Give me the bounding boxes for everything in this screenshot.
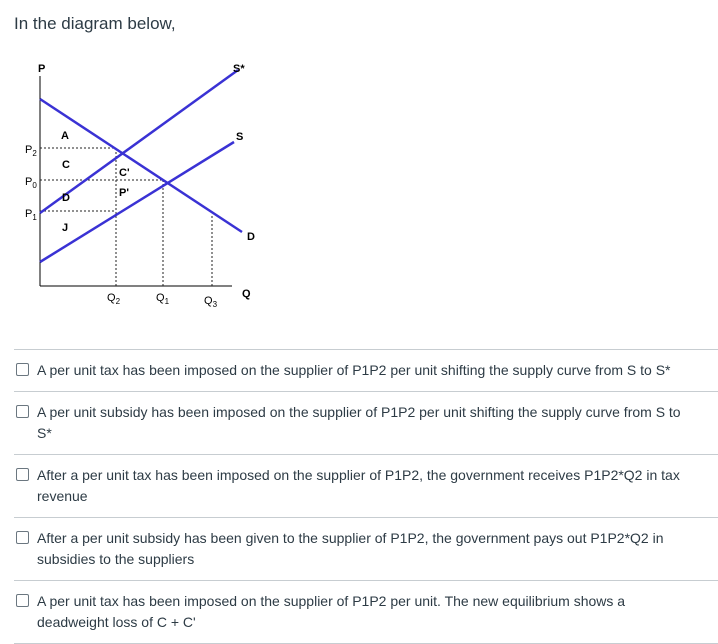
checkbox[interactable] <box>16 363 29 376</box>
answer-option[interactable]: A per unit tax has been imposed on the s… <box>14 580 718 644</box>
supply-demand-diagram: P S* S D Q A C D J C' P' P2 P0 P1 Q2 Q1 … <box>25 63 255 309</box>
q2-label: Q2 <box>107 292 121 306</box>
p2-label: P2 <box>25 144 37 158</box>
option-text: After a per unit subsidy has been given … <box>37 530 664 567</box>
checkbox[interactable] <box>16 531 29 544</box>
area-c-label: C <box>62 159 70 171</box>
option-text: After a per unit tax has been imposed on… <box>37 467 680 504</box>
price-axis-label: P <box>38 63 45 75</box>
question-page: In the diagram below, P S* S D Q A C D <box>14 14 718 644</box>
area-d-label: D <box>62 192 70 204</box>
q3-label: Q3 <box>204 295 218 309</box>
answer-option[interactable]: A per unit tax has been imposed on the s… <box>14 349 718 391</box>
area-a-label: A <box>61 130 69 142</box>
p1-label: P1 <box>25 208 37 222</box>
quantity-axis-label: Q <box>242 288 251 300</box>
option-text: A per unit tax has been imposed on the s… <box>37 593 626 630</box>
area-p-prime-label: P' <box>119 187 129 199</box>
area-c-prime-label: C' <box>119 167 130 179</box>
p0-label: P0 <box>25 176 37 190</box>
s-star-label: S* <box>233 63 245 75</box>
q1-label: Q1 <box>156 292 170 306</box>
supply-curve-s-star <box>39 68 239 215</box>
answer-option[interactable]: A per unit subsidy has been imposed on t… <box>14 391 718 454</box>
answer-option[interactable]: After a per unit subsidy has been given … <box>14 517 718 580</box>
question-stem: In the diagram below, <box>14 14 176 33</box>
option-text: A per unit subsidy has been imposed on t… <box>37 404 681 441</box>
checkbox[interactable] <box>16 594 29 607</box>
checkbox[interactable] <box>16 405 29 418</box>
demand-curve <box>39 97 243 234</box>
checkbox[interactable] <box>16 468 29 481</box>
answer-option[interactable]: After a per unit tax has been imposed on… <box>14 454 718 517</box>
demand-label: D <box>247 231 255 243</box>
area-j-label: J <box>62 222 68 234</box>
supply-curve-s <box>39 140 235 264</box>
option-text: A per unit tax has been imposed on the s… <box>37 362 671 378</box>
s-label: S <box>236 131 243 143</box>
